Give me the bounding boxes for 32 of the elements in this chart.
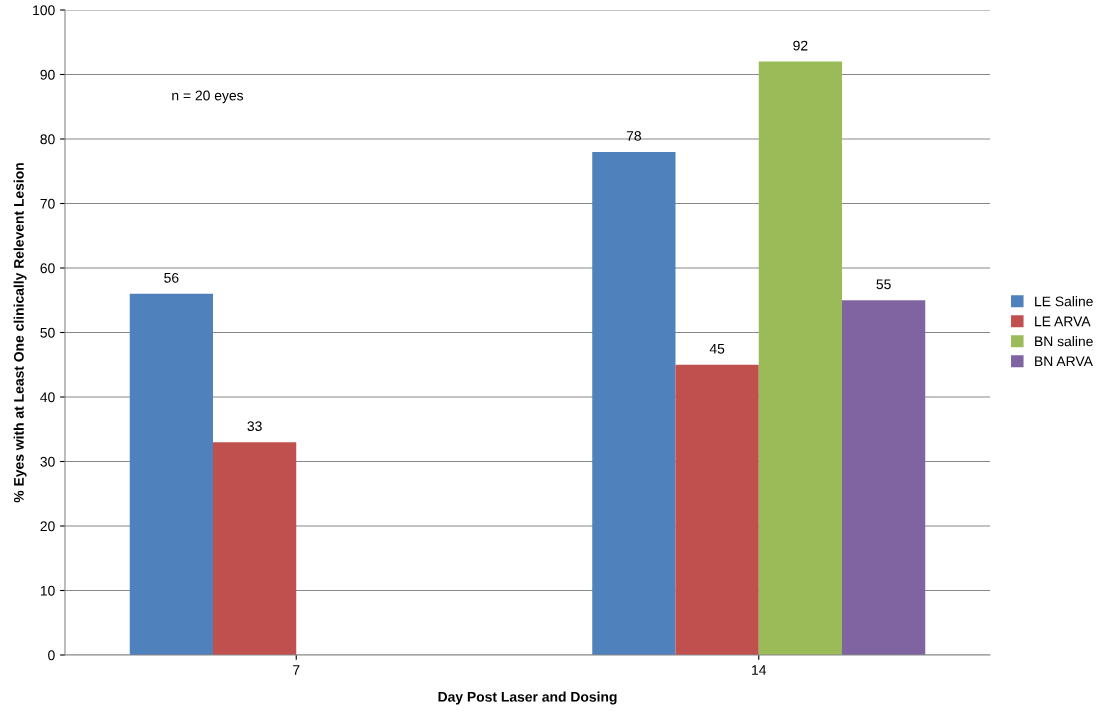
bar <box>675 364 759 655</box>
x-tick-label: 14 <box>752 665 767 675</box>
y-tick-label: 20 <box>40 521 55 532</box>
y-tick-label: 90 <box>40 69 55 80</box>
y-tick-label: 50 <box>40 327 55 338</box>
y-tick-label: 60 <box>40 263 55 274</box>
data-label: 55 <box>876 279 891 290</box>
data-label: 78 <box>626 130 641 141</box>
x-axis-title: Day Post Laser and Dosing <box>438 691 617 705</box>
legend-label: BN saline <box>1035 336 1093 347</box>
annotation: n = 20 eyes <box>172 90 244 104</box>
data-label: 45 <box>709 343 725 354</box>
y-tick-label: 10 <box>40 585 55 596</box>
legend-label: LE ARVA <box>1035 316 1091 327</box>
y-tick-label: 0 <box>48 650 55 661</box>
y-axis-title: % Eyes with at Least One clinically Relevent Lesion <box>13 163 27 503</box>
bar <box>842 300 926 655</box>
bar <box>592 151 676 655</box>
legend-label: BN ARVA <box>1035 356 1093 367</box>
y-tick-label: 70 <box>40 198 55 209</box>
x-tick-label: 7 <box>293 665 300 675</box>
y-tick-label: 80 <box>40 134 55 145</box>
y-tick-label: 40 <box>40 392 55 403</box>
bar <box>129 293 213 655</box>
y-tick-label: 30 <box>40 456 55 467</box>
bar <box>213 442 297 655</box>
data-label: 56 <box>164 272 179 283</box>
y-tick-label: 100 <box>33 5 55 16</box>
data-label: 33 <box>247 421 262 432</box>
legend-label: LE Saline <box>1035 296 1093 307</box>
bar <box>758 61 842 655</box>
data-label: 92 <box>793 40 808 51</box>
